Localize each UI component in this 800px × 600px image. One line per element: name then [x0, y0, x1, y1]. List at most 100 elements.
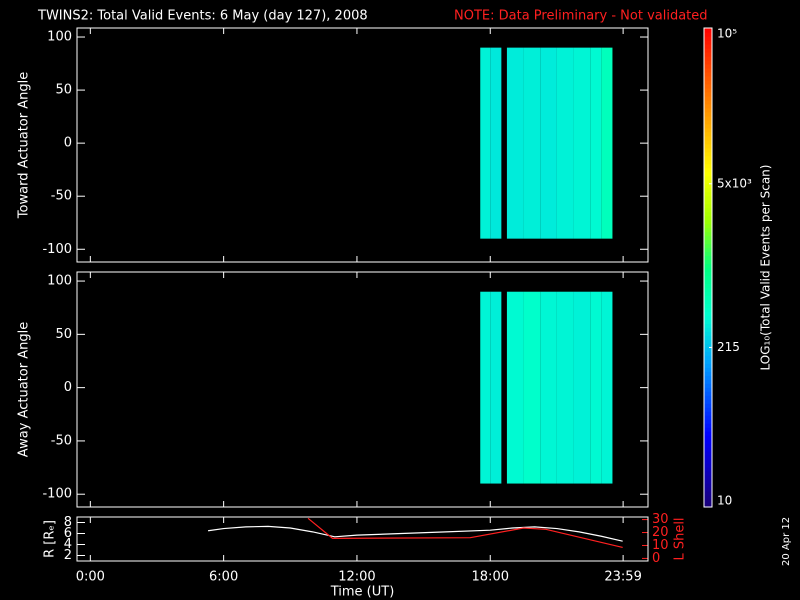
- colorbar-step: [704, 279, 712, 285]
- y-tick-label: -50: [51, 189, 72, 204]
- colorbar-step: [704, 63, 712, 69]
- y-tick-label: 6: [64, 526, 72, 541]
- colorbar-step: [704, 199, 712, 205]
- colorbar-step: [704, 259, 712, 265]
- line: [307, 517, 623, 548]
- colorbar-step: [704, 147, 712, 153]
- colorbar-frame: [703, 27, 713, 508]
- colorbar-step: [704, 471, 712, 476]
- panel-frame: [76, 516, 649, 562]
- colorbar-step: [704, 207, 712, 213]
- colorbar-step: [704, 203, 712, 209]
- colorbar-step: [704, 487, 712, 492]
- heatmap-cell: [490, 47, 502, 239]
- colorbar-step: [704, 99, 712, 105]
- colorbar-step: [704, 347, 712, 352]
- colorbar-step: [704, 263, 712, 269]
- colorbar-step: [704, 219, 712, 225]
- colorbar-step: [704, 75, 712, 81]
- colorbar-step: [704, 35, 712, 41]
- colorbar-step: [704, 215, 712, 221]
- colorbar-step: [704, 467, 712, 472]
- y-axis-label: Away Actuator Angle: [17, 322, 32, 457]
- colorbar-step: [704, 127, 712, 133]
- colorbar-step: [704, 183, 712, 189]
- date-stamp: 20 Apr 12: [781, 517, 792, 566]
- y-tick-label: 8: [64, 515, 72, 530]
- colorbar-step: [704, 343, 712, 348]
- note: NOTE: Data Preliminary - Not validated: [454, 9, 708, 24]
- colorbar-step: [704, 111, 712, 117]
- colorbar-step: [704, 191, 712, 197]
- colorbar-step: [704, 491, 712, 496]
- colorbar-step: [704, 331, 712, 336]
- colorbar-step: [704, 271, 712, 277]
- colorbar-step: [704, 367, 712, 372]
- colorbar-step: [704, 359, 712, 364]
- y-tick-label: 50: [55, 327, 72, 342]
- colorbar-step: [704, 55, 712, 61]
- colorbar-step: [704, 143, 712, 149]
- colorbar-step: [704, 387, 712, 392]
- heatmap-cell: [601, 291, 613, 484]
- colorbar-step: [704, 255, 712, 261]
- colorbar-step: [704, 283, 712, 289]
- heatmap-cell: [540, 291, 557, 484]
- colorbar-step: [704, 103, 712, 109]
- colorbar-step: [704, 275, 712, 281]
- colorbar-step: [704, 411, 712, 416]
- colorbar-step: [704, 151, 712, 157]
- colorbar-step: [704, 171, 712, 177]
- colorbar-step: [704, 391, 712, 396]
- colorbar-step: [704, 459, 712, 464]
- colorbar-step: [704, 227, 712, 233]
- heatmap-cell: [573, 291, 591, 484]
- colorbar-step: [704, 211, 712, 217]
- colorbar-step: [704, 335, 712, 340]
- colorbar-step: [704, 295, 712, 301]
- heatmap-cell: [590, 47, 602, 239]
- colorbar-step: [704, 379, 712, 384]
- colorbar-step: [704, 243, 712, 249]
- colorbar-step: [704, 59, 712, 65]
- colorbar-step: [704, 31, 712, 37]
- heatmap-cell: [506, 47, 524, 239]
- colorbar-step: [704, 51, 712, 57]
- colorbar-step: [704, 251, 712, 257]
- colorbar-step: [704, 311, 712, 316]
- colorbar-step: [704, 447, 712, 452]
- y-tick-label: -100: [42, 487, 72, 502]
- colorbar-step: [704, 119, 712, 125]
- colorbar-step: [704, 231, 712, 237]
- heatmap-cell: [490, 291, 502, 484]
- heatmap-cell: [556, 47, 574, 239]
- colorbar-step: [704, 67, 712, 73]
- colorbar-step: [704, 307, 712, 313]
- colorbar-step: [704, 175, 712, 181]
- y-axis-label: Toward Actuator Angle: [17, 72, 32, 219]
- colorbar-step: [704, 115, 712, 121]
- heatmap-cell: [480, 291, 491, 484]
- x-axis-label: Time (UT): [330, 585, 395, 600]
- x-tick-label: 12:00: [338, 570, 375, 585]
- colorbar-step: [704, 291, 712, 297]
- colorbar-step: [704, 159, 712, 165]
- colorbar-step: [704, 107, 712, 113]
- colorbar-step: [704, 363, 712, 368]
- y-tick-label: 2: [64, 548, 72, 563]
- y-tick-label: 0: [64, 136, 72, 151]
- colorbar-step: [704, 479, 712, 484]
- colorbar-label: LOG₁₀(Total Valid Events per Scan): [759, 165, 773, 371]
- colorbar-step: [704, 155, 712, 161]
- colorbar-step: [704, 135, 712, 141]
- colorbar-step: [704, 195, 712, 201]
- heatmap-cell: [523, 291, 541, 484]
- colorbar-step: [704, 499, 712, 504]
- colorbar-step: [704, 443, 712, 448]
- colorbar-step: [704, 455, 712, 460]
- colorbar-step: [704, 327, 712, 332]
- colorbar-step: [704, 299, 712, 305]
- colorbar-step: [704, 239, 712, 245]
- colorbar-step: [704, 439, 712, 444]
- colorbar-tick-label: 5x10³: [717, 176, 752, 190]
